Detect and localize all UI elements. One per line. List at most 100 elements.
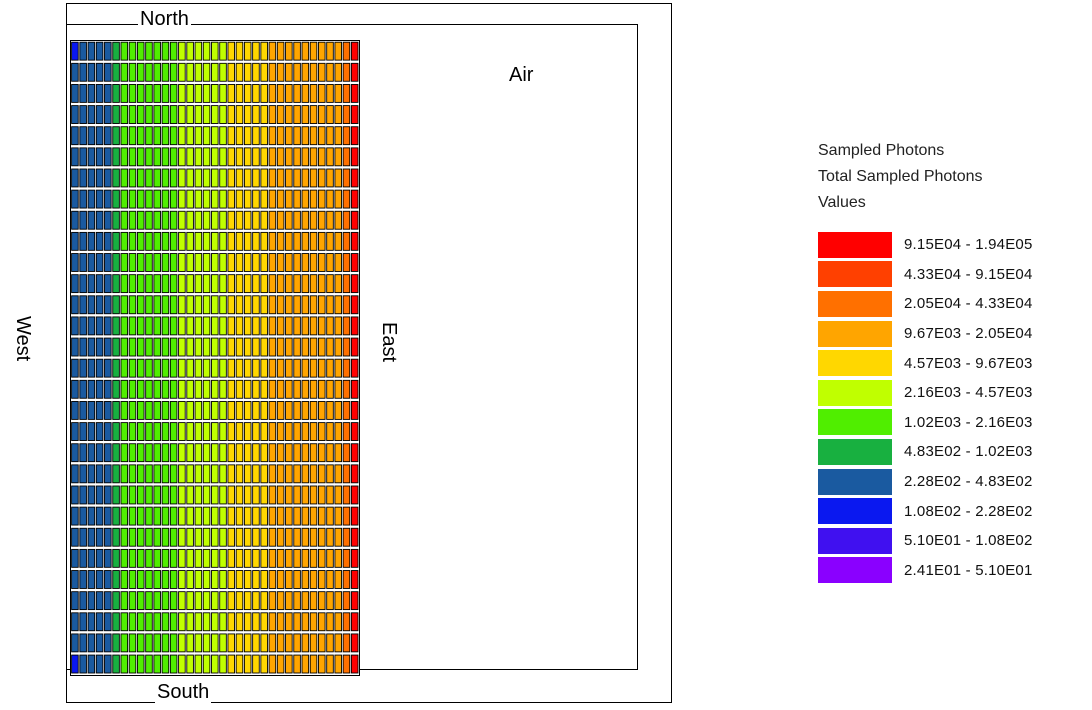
grid-cell xyxy=(79,295,87,315)
grid-cell xyxy=(293,506,301,526)
grid-cell xyxy=(202,168,211,188)
grid-cell xyxy=(87,295,96,315)
grid-cell xyxy=(227,654,236,674)
grid-cell xyxy=(342,126,351,146)
grid-cell xyxy=(227,633,236,653)
grid-cell xyxy=(252,84,260,103)
grid-cell xyxy=(276,316,285,336)
grid-cell xyxy=(318,506,326,526)
grid-cell xyxy=(136,126,145,146)
grid-cell xyxy=(318,168,326,188)
grid-cell xyxy=(145,401,153,420)
grid-cell xyxy=(112,443,120,463)
grid-cell xyxy=(145,570,153,589)
grid-cell xyxy=(342,147,351,167)
grid-cell xyxy=(79,654,87,674)
grid-cell xyxy=(285,464,293,484)
grid-cell xyxy=(104,84,112,103)
grid-cell xyxy=(227,570,236,589)
grid-cell xyxy=(293,464,301,484)
grid-cell xyxy=(318,485,326,505)
grid-cell xyxy=(293,316,301,336)
grid-cell xyxy=(235,231,244,251)
grid-cell xyxy=(104,464,112,484)
grid-cell xyxy=(169,253,178,272)
grid-cell xyxy=(79,548,87,568)
grid-cell xyxy=(128,464,137,484)
grid-cell xyxy=(186,147,194,167)
grid-cell xyxy=(112,316,120,336)
grid-cell xyxy=(161,527,170,547)
grid-cell xyxy=(252,231,260,251)
grid-cell xyxy=(202,358,211,378)
grid-cell xyxy=(260,274,268,294)
grid-cell xyxy=(235,570,244,589)
grid-cell xyxy=(211,316,219,336)
grid-cell xyxy=(219,464,227,484)
grid-cell xyxy=(235,274,244,294)
grid-cell xyxy=(309,231,318,251)
grid-cell xyxy=(136,633,145,653)
grid-cell xyxy=(153,401,161,420)
grid-cell xyxy=(318,147,326,167)
grid-cell xyxy=(202,337,211,357)
grid-cell xyxy=(161,379,170,399)
grid-cell xyxy=(243,210,252,230)
grid-cell xyxy=(350,506,359,526)
grid-cell xyxy=(136,548,145,568)
grid-cell xyxy=(268,210,277,230)
grid-cell xyxy=(350,422,359,441)
grid-cell xyxy=(301,147,310,167)
grid-cell xyxy=(334,548,342,568)
grid-cell xyxy=(334,527,342,547)
grid-cell xyxy=(128,527,137,547)
grid-cell xyxy=(227,62,236,82)
grid-cell xyxy=(95,464,104,484)
grid-cell xyxy=(235,401,244,420)
grid-cell xyxy=(342,570,351,589)
grid-cell xyxy=(79,168,87,188)
grid-cell xyxy=(285,633,293,653)
grid-cell xyxy=(252,570,260,589)
grid-cell xyxy=(71,126,79,146)
grid-cell xyxy=(145,527,153,547)
grid-cell xyxy=(235,612,244,632)
grid-cell xyxy=(285,358,293,378)
grid-cell xyxy=(120,443,129,463)
grid-cell xyxy=(285,168,293,188)
grid-cell xyxy=(120,126,129,146)
legend-entry: 9.15E04 - 1.94E05 xyxy=(818,230,1033,260)
grid-cell xyxy=(211,401,219,420)
grid-cell xyxy=(202,654,211,674)
grid-cell xyxy=(211,295,219,315)
grid-cell xyxy=(161,337,170,357)
grid-cell xyxy=(87,527,96,547)
grid-cell xyxy=(309,337,318,357)
grid-cell xyxy=(285,274,293,294)
grid-cell xyxy=(285,41,293,61)
grid-cell xyxy=(128,548,137,568)
grid-cell xyxy=(136,485,145,505)
grid-cell xyxy=(194,41,203,61)
grid-cell xyxy=(71,105,79,124)
grid-cell xyxy=(194,337,203,357)
grid-cell xyxy=(79,485,87,505)
grid-cell xyxy=(161,358,170,378)
grid-cell xyxy=(112,485,120,505)
grid-cell xyxy=(202,147,211,167)
grid-cell xyxy=(104,401,112,420)
legend-range-label: 1.02E03 - 2.16E03 xyxy=(904,413,1033,431)
grid-cell xyxy=(95,443,104,463)
grid-cell xyxy=(153,337,161,357)
grid-cell xyxy=(79,274,87,294)
grid-cell xyxy=(112,506,120,526)
grid-cell xyxy=(87,464,96,484)
grid-cell xyxy=(120,633,129,653)
grid-cell xyxy=(104,612,112,632)
grid-cell xyxy=(219,316,227,336)
grid-cell xyxy=(202,41,211,61)
grid-cell xyxy=(326,612,334,632)
grid-cell xyxy=(227,210,236,230)
grid-cell xyxy=(136,612,145,632)
grid-cell xyxy=(268,422,277,441)
